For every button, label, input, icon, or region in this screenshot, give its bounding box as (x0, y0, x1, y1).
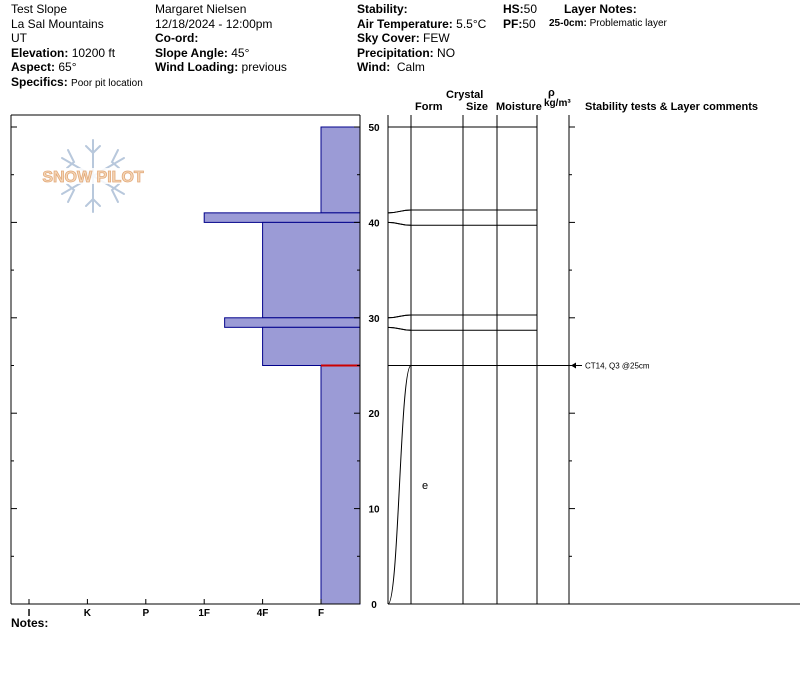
sky-cover: Sky Cover: FEW (357, 31, 486, 46)
coord: Co-ord: (155, 31, 287, 46)
wind-loading-value: previous (241, 60, 287, 74)
col-rho: ρ (548, 87, 555, 99)
specifics: Specifics: Poor pit location (11, 75, 143, 92)
layer-note-range: 25-0cm: (549, 17, 587, 29)
air-temperature: Air Temperature: 5.5°C (357, 17, 486, 32)
pit-location: La Sal Mountains (11, 16, 104, 31)
hardness-layer-3 (262, 221, 361, 319)
air-temp-value: 5.5°C (456, 16, 487, 31)
sky-value: FEW (423, 31, 450, 45)
layer-note: 25-0cm: Problematic layer (549, 17, 667, 32)
elevation: Elevation: 10200 ft (11, 46, 143, 61)
pit-header-middle: Margaret Nielsen 12/18/2024 - 12:00pm Co… (155, 2, 287, 75)
axis-ticks: I K P 1F 4F F 0 10 20 30 40 50 (11, 123, 575, 619)
pit-header-snow: HS:50 PF:50 (503, 2, 537, 31)
hardness-tick-label: I (28, 608, 31, 619)
hardness-tick-label: K (84, 608, 92, 619)
layer-connector (387, 326, 412, 331)
pit-state: UT (11, 31, 27, 45)
hardness-tick-label: 4F (257, 608, 269, 619)
pf-value: 50 (522, 16, 536, 31)
specifics-value: Poor pit location (71, 77, 143, 89)
layer-notes-label: Layer Notes: (564, 2, 637, 16)
hardness-profile (203, 126, 361, 605)
specifics-label: Specifics: (11, 74, 68, 89)
hardness-layer-4 (224, 317, 361, 328)
hs: HS:50 (503, 2, 537, 17)
air-temp-label: Air Temperature: (357, 16, 453, 31)
wind-value: Calm (396, 60, 425, 74)
wind: Wind: Calm (357, 60, 486, 75)
layer-connector (387, 209, 412, 214)
slope-label: Slope Angle: (155, 45, 228, 60)
coord-label: Co-ord: (155, 31, 199, 45)
hardness-tick-label: P (142, 608, 149, 619)
col-crystal: Crystal (446, 89, 484, 101)
layer-notes: Layer Notes: 25-0cm: Problematic layer (549, 2, 667, 31)
pf-label: PF: (503, 16, 523, 31)
hardness-layer-5 (262, 326, 361, 366)
elevation-value: 10200 ft (71, 45, 116, 60)
wind-label: Wind: (357, 60, 391, 74)
aspect-value: 65° (58, 60, 77, 74)
height-tick-label: 30 (368, 314, 380, 325)
chart-axes (10, 114, 800, 605)
height-tick-label: 50 (368, 123, 380, 134)
precip-value: NO (437, 45, 456, 60)
pit-header-weather: Stability: Air Temperature: 5.5°C Sky Co… (357, 2, 486, 75)
hs-label: HS: (503, 2, 524, 16)
layer-connector (387, 221, 412, 226)
col-stability: Stability tests & Layer comments (585, 101, 759, 113)
hs-value: 50 (523, 2, 538, 16)
observer: Margaret Nielsen (155, 2, 247, 16)
height-tick-label: 10 (368, 505, 380, 516)
col-form: Form (415, 101, 443, 113)
hardness-layer-1 (320, 126, 361, 214)
logo-text: SNOW PILOT (42, 169, 144, 186)
stability-label: Stability: (357, 2, 408, 16)
notes-label: Notes: (11, 616, 49, 630)
slope-angle: Slope Angle: 45° (155, 46, 287, 61)
snowpilot-logo: SNOW PILOT (33, 139, 153, 213)
height-tick-label: 20 (368, 409, 380, 420)
layer-note-text: Problematic layer (589, 17, 667, 29)
col-density-unit: kg/m³ (544, 98, 571, 109)
hardness-tick-label: 1F (198, 608, 210, 619)
col-moisture: Moisture (496, 101, 542, 113)
layer-connector (387, 365, 412, 605)
elevation-label: Elevation: (11, 45, 69, 60)
datetime: 12/18/2024 - 12:00pm (155, 16, 273, 31)
aspect-label: Aspect: (11, 60, 56, 74)
stability-annotations: CT14, Q3 @25cm (388, 362, 650, 371)
layer-connector (387, 314, 412, 319)
col-size: Size (466, 101, 489, 113)
stability-test-arrowhead (571, 362, 576, 369)
height-tick-label: 40 (368, 218, 380, 229)
aspect: Aspect: 65° (11, 60, 143, 75)
pit-header-left: Test Slope La Sal Mountains UT Elevation… (11, 2, 143, 91)
hardness-tick-label: F (318, 608, 324, 619)
wind-loading: Wind Loading: previous (155, 60, 287, 75)
stability: Stability: (357, 2, 486, 17)
precip-label: Precipitation: (357, 45, 434, 60)
wind-loading-label: Wind Loading: (155, 60, 239, 74)
pit-name: Test Slope (11, 2, 68, 16)
pf: PF:50 (503, 17, 537, 32)
slope-value: 45° (231, 45, 250, 60)
stability-test-label: CT14, Q3 @25cm (585, 362, 650, 371)
hardness-layer-6 (320, 365, 361, 605)
grain-form-symbol: e (422, 480, 428, 492)
layer-notes-title: Layer Notes: (549, 2, 667, 17)
hardness-layer-2 (203, 212, 361, 223)
sky-label: Sky Cover: (357, 31, 420, 45)
height-tick-label: 0 (371, 600, 377, 611)
precipitation: Precipitation: NO (357, 46, 486, 61)
